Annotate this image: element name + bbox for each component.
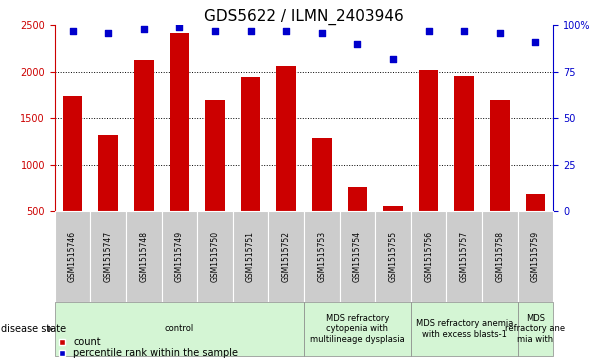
Text: GSM1515755: GSM1515755 — [389, 231, 398, 282]
Bar — [233, 211, 268, 302]
Point — [103, 30, 113, 36]
Point — [174, 24, 184, 30]
Text: GSM1515756: GSM1515756 — [424, 231, 433, 282]
Point — [317, 30, 326, 36]
Point — [246, 28, 255, 34]
Bar — [340, 211, 375, 302]
Point — [388, 56, 398, 62]
Bar — [348, 187, 367, 258]
Bar — [63, 96, 82, 258]
Bar — [490, 100, 510, 258]
Point — [139, 26, 148, 32]
Bar — [197, 211, 233, 302]
Point — [353, 41, 362, 47]
Bar — [482, 211, 517, 302]
Bar — [517, 302, 553, 356]
Point — [282, 28, 291, 34]
Text: disease state: disease state — [1, 323, 66, 334]
Legend: count, percentile rank within the sample: count, percentile rank within the sample — [60, 337, 238, 358]
Bar — [134, 60, 154, 258]
Bar — [446, 211, 482, 302]
Text: MDS
refractory ane
mia with: MDS refractory ane mia with — [505, 314, 565, 344]
Bar — [126, 211, 162, 302]
Bar — [170, 33, 189, 258]
Point — [531, 39, 541, 45]
Text: GSM1515758: GSM1515758 — [496, 231, 505, 282]
Bar — [162, 211, 197, 302]
Bar — [517, 211, 553, 302]
Bar — [383, 206, 403, 258]
Point — [495, 30, 505, 36]
Bar — [411, 302, 517, 356]
Point — [460, 28, 469, 34]
Bar — [411, 211, 446, 302]
Text: GSM1515746: GSM1515746 — [68, 231, 77, 282]
Text: GSM1515749: GSM1515749 — [175, 231, 184, 282]
Point — [67, 28, 77, 34]
Text: GSM1515757: GSM1515757 — [460, 231, 469, 282]
Bar — [91, 211, 126, 302]
Bar — [241, 77, 260, 258]
Bar — [304, 211, 340, 302]
Bar — [55, 211, 91, 302]
Bar — [205, 100, 225, 258]
Text: control: control — [165, 325, 194, 333]
Text: GSM1515751: GSM1515751 — [246, 231, 255, 282]
Bar — [526, 193, 545, 258]
Text: GSM1515759: GSM1515759 — [531, 231, 540, 282]
Text: GSM1515754: GSM1515754 — [353, 231, 362, 282]
Text: GSM1515747: GSM1515747 — [103, 231, 112, 282]
Bar — [454, 76, 474, 258]
Text: GSM1515748: GSM1515748 — [139, 231, 148, 282]
Bar — [55, 302, 304, 356]
Bar — [304, 302, 411, 356]
Bar — [375, 211, 411, 302]
Text: MDS refractory anemia
with excess blasts-1: MDS refractory anemia with excess blasts… — [415, 319, 513, 339]
Bar — [98, 135, 118, 258]
Text: GSM1515752: GSM1515752 — [282, 231, 291, 282]
Title: GDS5622 / ILMN_2403946: GDS5622 / ILMN_2403946 — [204, 9, 404, 25]
Text: MDS refractory
cytopenia with
multilineage dysplasia: MDS refractory cytopenia with multilinea… — [310, 314, 405, 344]
Bar — [419, 70, 438, 258]
Text: GSM1515750: GSM1515750 — [210, 231, 219, 282]
Bar — [277, 66, 296, 258]
Point — [424, 28, 434, 34]
Text: GSM1515753: GSM1515753 — [317, 231, 326, 282]
Bar — [312, 138, 331, 258]
Point — [210, 28, 220, 34]
Bar — [268, 211, 304, 302]
